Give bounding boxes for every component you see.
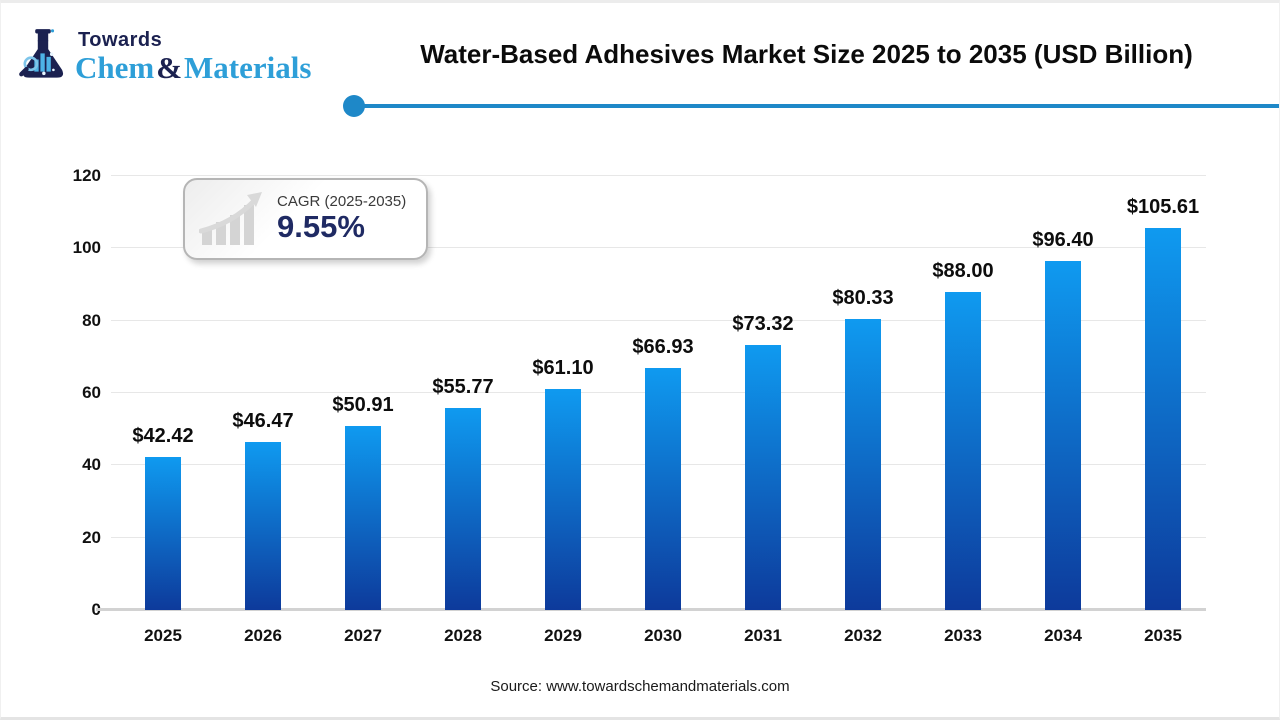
y-axis-label-60: 60 (82, 383, 101, 402)
x-axis-label-2035: 2035 (1144, 626, 1182, 645)
growth-chart-icon (199, 192, 262, 245)
bar-2025 (145, 456, 181, 610)
y-axis-label-20: 20 (82, 527, 101, 547)
chart-title: Water-Based Adhesives Market Size 2025 t… (420, 39, 1193, 69)
x-axis-label-2028: 2028 (444, 626, 482, 645)
value-label-2030: $66.93 (632, 335, 694, 358)
title-underline (343, 95, 1279, 117)
brand-name-top: Towards (78, 29, 163, 51)
value-label-2028: $55.77 (432, 376, 494, 399)
brand-chem: Chem (75, 50, 155, 85)
bar-2034 (1045, 261, 1081, 610)
y-axis-label-100: 100 (72, 238, 101, 258)
x-axis-label-2033: 2033 (944, 626, 982, 645)
value-label-2034: $96.40 (1032, 229, 1094, 252)
x-axis-label-2034: 2034 (1044, 626, 1082, 645)
cagr-label: CAGR (2025-2035) (277, 193, 407, 211)
brand-materials: Materials (184, 50, 312, 85)
value-label-2027: $50.91 (332, 393, 394, 416)
cagr-value: 9.55% (277, 209, 365, 245)
y-axis-label-0: 0 (51, 600, 101, 620)
plot-area: $42.42 2025 $46.47 2026 $50.91 2027 $55.77 2028… (96, 175, 1206, 645)
cagr-badge: CAGR (2025-2035) 9.55% (183, 178, 428, 260)
bar-2033 (945, 291, 981, 610)
x-axis-label-2027: 2027 (344, 626, 382, 645)
value-label-2031: $73.32 (732, 312, 794, 335)
value-label-2032: $80.33 (832, 287, 894, 310)
value-label-2026: $46.47 (232, 409, 294, 432)
source-text: Source: www.towardschemandmaterials.com (490, 678, 790, 695)
y-axis: 0 20 40 60 80 100 120 (51, 166, 101, 619)
y-axis-label-80: 80 (82, 310, 101, 330)
gridline-120 (111, 175, 1206, 176)
bar-2035 (1145, 228, 1181, 610)
x-axis-label-2030: 2030 (644, 626, 682, 645)
x-axis-label-2031: 2031 (744, 626, 782, 645)
value-label-2035: $105.61 (1126, 196, 1200, 219)
y-axis-label-40: 40 (82, 455, 101, 475)
bar-2026 (245, 441, 281, 610)
x-axis-label-2032: 2032 (844, 626, 882, 645)
value-label-2025: $42.42 (132, 424, 194, 447)
brand-ampersand: & (156, 50, 183, 85)
bar-2028 (445, 408, 481, 610)
bar-2031 (745, 344, 781, 610)
gridline-100 (111, 247, 1206, 249)
bar-2030 (645, 367, 681, 610)
brand-logo: Towards Chem&Materials (17, 27, 311, 85)
bar-2032 (845, 319, 881, 610)
value-label-2033: $88.00 (932, 259, 994, 282)
x-axis-label-2025: 2025 (144, 626, 182, 645)
gridline-80 (111, 319, 1206, 321)
x-axis-label-2026: 2026 (244, 626, 282, 645)
y-axis-label-120: 120 (72, 166, 101, 185)
cagr-text: CAGR (2025-2035) 9.55% (277, 193, 406, 244)
brand-text: Towards Chem&Materials (75, 29, 311, 85)
x-axis-label-2029: 2029 (544, 626, 582, 645)
bar-2027 (345, 425, 381, 610)
underline-dot (343, 95, 365, 117)
bar-2029 (545, 389, 581, 610)
flask-icon (19, 29, 64, 78)
brand-name-bottom: Chem&Materials (75, 52, 311, 83)
value-label-2029: $61.10 (532, 357, 594, 380)
